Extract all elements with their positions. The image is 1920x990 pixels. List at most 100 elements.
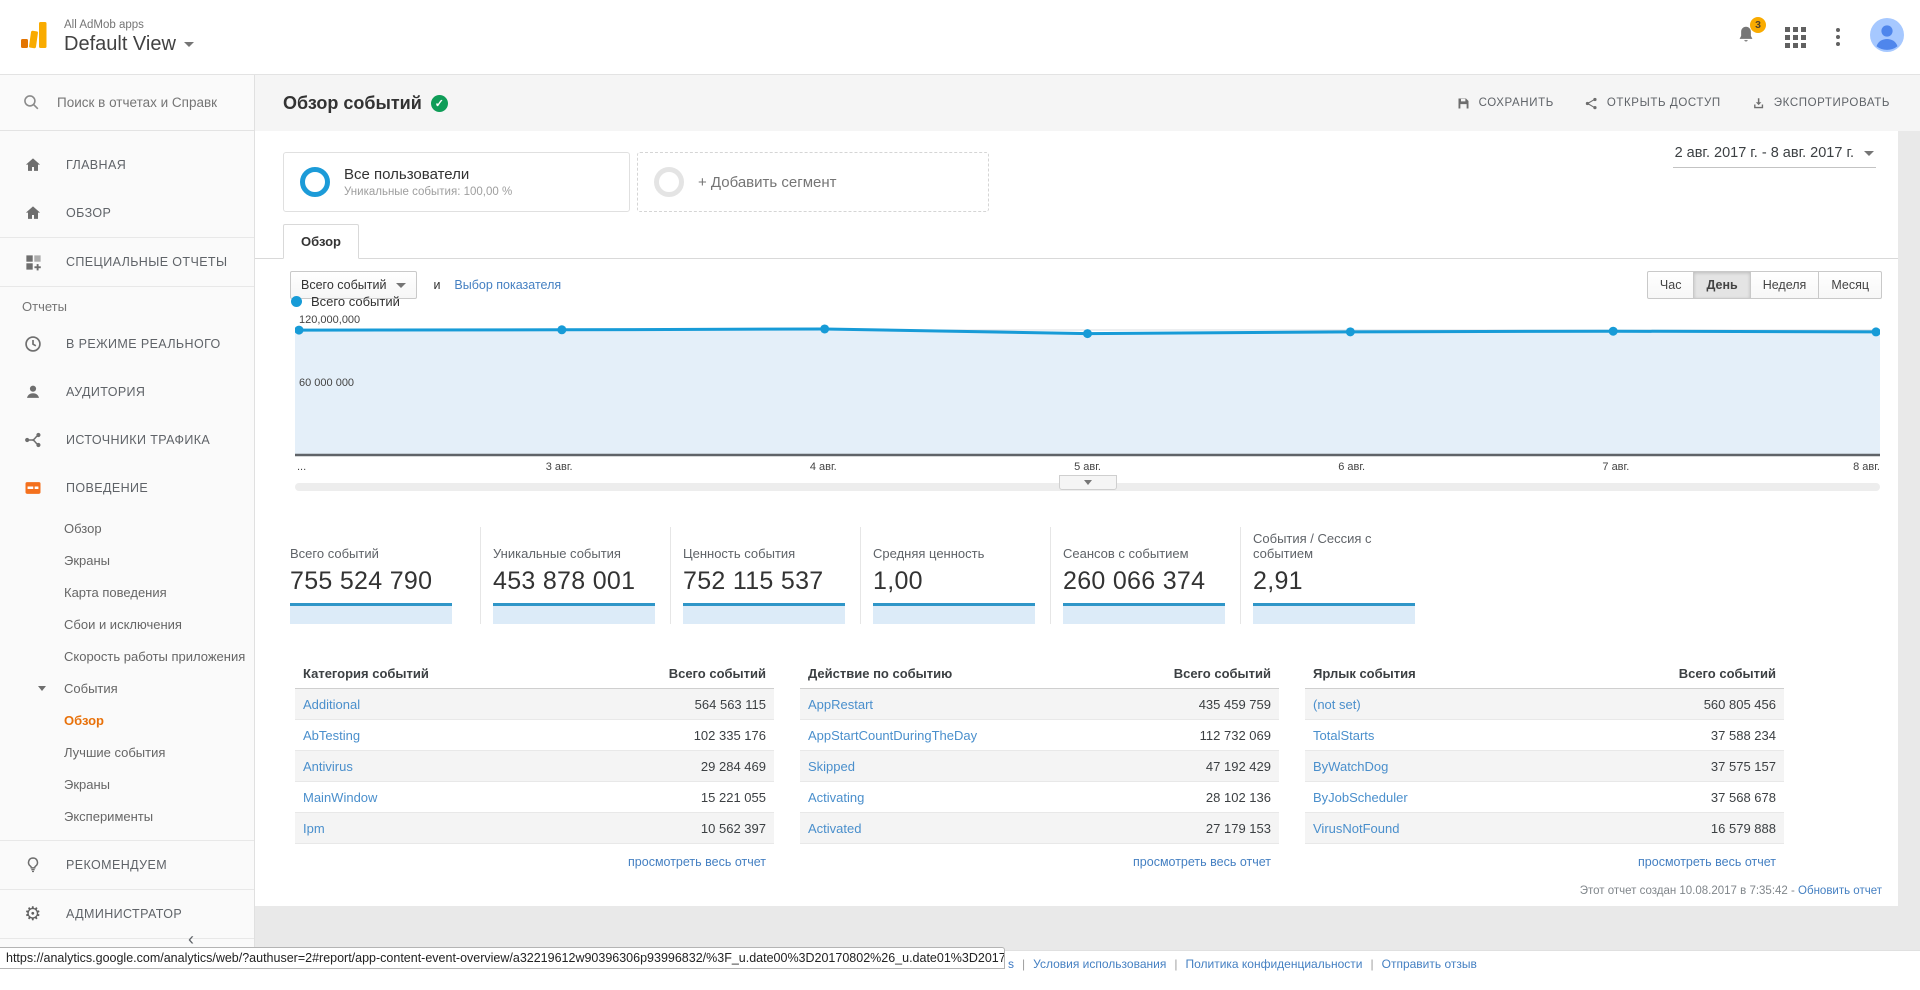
table-row[interactable]: Activating 28 102 136 [800,782,1279,813]
sidebar-item-overview[interactable]: ОБЗОР [0,189,254,237]
table-event-category: Категория событий Всего событий Addition… [295,661,774,880]
sidebar-item-home[interactable]: ГЛАВНАЯ [0,141,254,189]
date-range-picker[interactable]: 2 авг. 2017 г. - 8 авг. 2017 г. [1672,141,1876,168]
table-row[interactable]: Skipped 47 192 429 [800,751,1279,782]
metric-dropdown[interactable]: Всего событий [290,271,418,299]
sidebar-item-realtime[interactable]: В РЕЖИМЕ РЕАЛЬНОГО [0,320,254,368]
table-row[interactable]: VirusNotFound 16 579 888 [1305,813,1784,844]
sidebar-item-behavior[interactable]: ПОВЕДЕНИЕ [0,464,254,512]
table-row[interactable]: Additional 564 563 115 [295,689,774,720]
search-input[interactable] [57,95,227,110]
table-row[interactable]: AppRestart 435 459 759 [800,689,1279,720]
sidebar-subitem-behavior-overview[interactable]: Обзор [64,520,102,536]
feedback-link[interactable]: Отправить отзыв [1362,957,1477,971]
notifications-button[interactable]: 3 [1735,16,1766,51]
scorecard-sessions-with-event[interactable]: Сеансов с событием 260 066 374 [1050,527,1240,624]
privacy-link[interactable]: Политика конфиденциальности [1166,957,1362,971]
segment-donut-icon [654,167,684,197]
refresh-report-link[interactable]: Обновить отчет [1798,885,1882,897]
sidebar-subitem-events[interactable]: События [0,672,254,704]
share-button[interactable]: ОТКРЫТЬ ДОСТУП [1584,96,1721,111]
expand-table-tab[interactable] [1059,475,1117,490]
more-options-button[interactable] [1834,26,1842,48]
main-content: Обзор событий ✓ СОХРАНИТЬ ОТКРЫТЬ ДОСТУП… [255,75,1920,990]
report-title-bar: Обзор событий ✓ СОХРАНИТЬ ОТКРЫТЬ ДОСТУП… [255,75,1920,131]
sidebar-subitem-screens[interactable]: Экраны [64,552,111,568]
events-area-chart[interactable] [294,320,1881,457]
sidebar-item-audience[interactable]: АУДИТОРИЯ [0,368,254,416]
table-row[interactable]: Activated 27 179 153 [800,813,1279,844]
table-row[interactable]: (not set) 560 805 456 [1305,689,1784,720]
sidebar-item-label: СПЕЦИАЛЬНЫЕ ОТЧЕТЫ [66,255,228,269]
column-header[interactable]: Ярлык события [1313,666,1416,681]
legend-label: Всего событий [311,294,400,309]
terms-link[interactable]: Условия использования [1014,957,1166,971]
custom-reports-icon [22,253,44,272]
table-row[interactable]: AbTesting 102 335 176 [295,720,774,751]
chevron-down-icon [183,41,194,47]
x-axis-tick: 7 авг. [1602,461,1630,473]
view-full-report-link[interactable]: просмотреть весь отчет [628,855,766,869]
granularity-hour-button[interactable]: Час [1646,271,1695,299]
sidebar-subitem-top-events[interactable]: Лучшие события [64,744,166,760]
sidebar-subitem-app-speed[interactable]: Скорость работы приложения [64,648,246,664]
google-apps-button[interactable] [1785,26,1806,48]
page-title: Обзор событий [283,92,422,113]
table-row[interactable]: AppStartCountDuringTheDay 112 732 069 [800,720,1279,751]
table-row[interactable]: ByJobScheduler 37 568 678 [1305,782,1784,813]
home-icon [22,155,44,175]
granularity-month-button[interactable]: Месяц [1818,271,1882,299]
column-header[interactable]: Действие по событию [808,666,953,681]
table-row[interactable]: MainWindow 15 221 055 [295,782,774,813]
account-switcher[interactable]: All AdMob apps Default View [0,19,194,56]
segment-title: Все пользователи [344,166,470,183]
view-full-report-link[interactable]: просмотреть весь отчет [1638,855,1776,869]
sidebar-item-label: РЕКОМЕНДУЕМ [66,858,168,872]
column-header[interactable]: Всего событий [1678,666,1776,681]
user-avatar[interactable] [1870,17,1904,57]
lightbulb-icon [22,855,44,875]
tab-bar: Обзор [255,223,1898,259]
scorecard-avg-value[interactable]: Средняя ценность 1,00 [860,527,1050,624]
scorecard-unique-events[interactable]: Уникальные события 453 878 001 [480,527,670,624]
segment-all-users[interactable]: Все пользователи Уникальные события: 100… [283,152,630,212]
sidebar-item-custom-reports[interactable]: СПЕЦИАЛЬНЫЕ ОТЧЕТЫ [0,238,254,286]
add-segment-button[interactable]: + Добавить сегмент [637,152,989,212]
chart-controls: Всего событий и Выбор показателя Час Ден… [290,271,1882,299]
view-name: Default View [64,32,176,55]
sidebar-item-acquisition[interactable]: ИСТОЧНИКИ ТРАФИКА [0,416,254,464]
save-icon [1458,98,1469,108]
view-selector: All AdMob apps Default View [64,19,194,56]
add-segment-label: + Добавить сегмент [698,173,837,191]
scorecard-events-per-session[interactable]: События / Сессия с событием 2,91 [1240,527,1430,624]
y-axis-tick: 60 000 000 [299,377,355,389]
column-header[interactable]: Категория событий [303,666,429,681]
export-button[interactable]: ЭКСПОРТИРОВАТЬ [1751,96,1890,111]
sidebar-subitem-behavior-flow[interactable]: Карта поведения [64,584,167,600]
sidebar-subitem-events-screens[interactable]: Экраны [64,776,111,792]
column-header[interactable]: Всего событий [1173,666,1271,681]
sidebar-item-discover[interactable]: РЕКОМЕНДУЕМ [0,841,254,889]
scorecard-event-value[interactable]: Ценность события 752 115 537 [670,527,860,624]
table-row[interactable]: TotalStarts 37 588 234 [1305,720,1784,751]
sidebar-subitem-crashes[interactable]: Сбои и исключения [64,616,182,632]
scorecard-total-events[interactable]: Всего событий 755 524 790 [290,527,480,624]
sidebar-subitem-experiments[interactable]: Эксперименты [64,808,154,824]
sidebar-subitem-events-overview[interactable]: Обзор [64,712,104,728]
select-metric-link[interactable]: Выбор показателя [454,278,562,292]
share-icon [1585,97,1597,109]
clock-icon [22,334,44,354]
sidebar-item-label: ОБЗОР [66,206,112,220]
table-row[interactable]: Antivirus 29 284 469 [295,751,774,782]
table-row[interactable]: ByWatchDog 37 575 157 [1305,751,1784,782]
collapse-sidebar-button[interactable]: ‹ [188,929,194,949]
granularity-day-button[interactable]: День [1693,271,1751,299]
save-button[interactable]: СОХРАНИТЬ [1456,96,1554,111]
granularity-week-button[interactable]: Неделя [1749,271,1820,299]
table-row[interactable]: Ipm 10 562 397 [295,813,774,844]
sidebar-item-admin[interactable]: ⚙ АДМИНИСТРАТОР [0,890,254,938]
tab-overview[interactable]: Обзор [283,224,359,259]
view-full-report-link[interactable]: просмотреть весь отчет [1133,855,1271,869]
chart-legend: Всего событий [291,294,400,309]
column-header[interactable]: Всего событий [668,666,766,681]
